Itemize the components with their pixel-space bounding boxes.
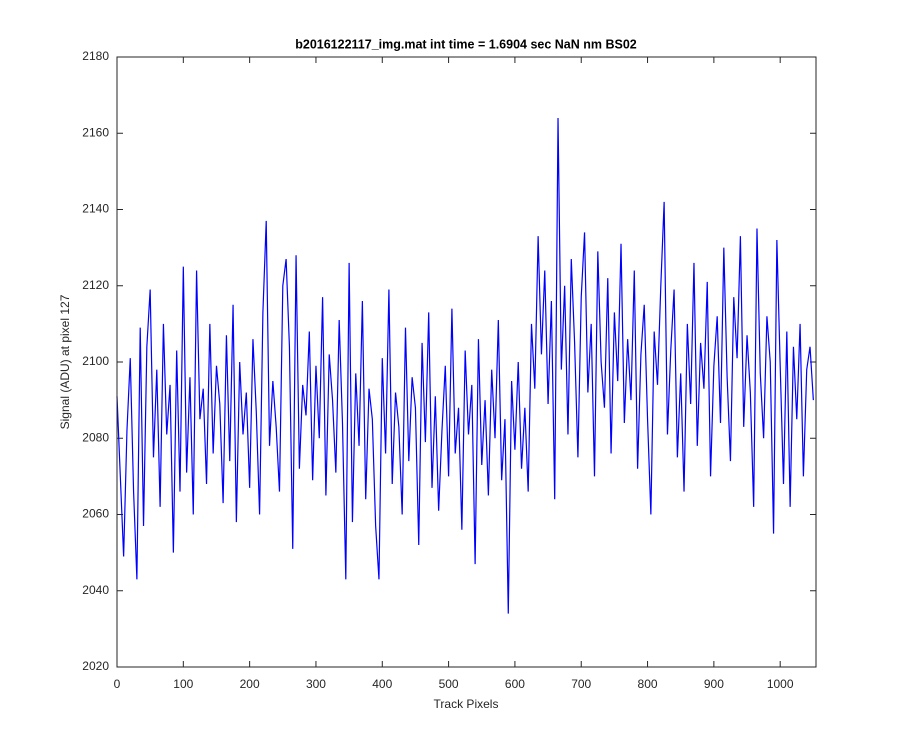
x-tick-label: 500 xyxy=(439,677,459,691)
y-tick-label: 2180 xyxy=(82,49,109,63)
x-tick-label: 300 xyxy=(306,677,326,691)
x-tick-label: 1000 xyxy=(767,677,794,691)
x-axis-label: Track Pixels xyxy=(434,697,499,711)
x-tick-label: 0 xyxy=(114,677,121,691)
x-tick-label: 200 xyxy=(240,677,260,691)
axes-box xyxy=(116,56,817,668)
y-tick-label: 2120 xyxy=(82,278,109,292)
x-tick-label: 600 xyxy=(505,677,525,691)
x-tick-label: 800 xyxy=(638,677,658,691)
y-tick-label: 2060 xyxy=(82,507,109,521)
data-line xyxy=(116,117,814,614)
y-tick-label: 2100 xyxy=(82,354,109,368)
y-tick-label: 2020 xyxy=(82,659,109,673)
y-tick-label: 2080 xyxy=(82,430,109,444)
y-tick-label: 2140 xyxy=(82,202,109,216)
x-tick-label: 100 xyxy=(173,677,193,691)
y-axis-label: Signal (ADU) at pixel 127 xyxy=(58,294,72,429)
chart-title: b2016122117_img.mat int time = 1.6904 se… xyxy=(295,37,637,51)
x-tick-label: 900 xyxy=(704,677,724,691)
x-tick-label: 700 xyxy=(571,677,591,691)
x-tick-label: 400 xyxy=(372,677,392,691)
y-tick-label: 2040 xyxy=(82,583,109,597)
y-tick-label: 2160 xyxy=(82,125,109,139)
